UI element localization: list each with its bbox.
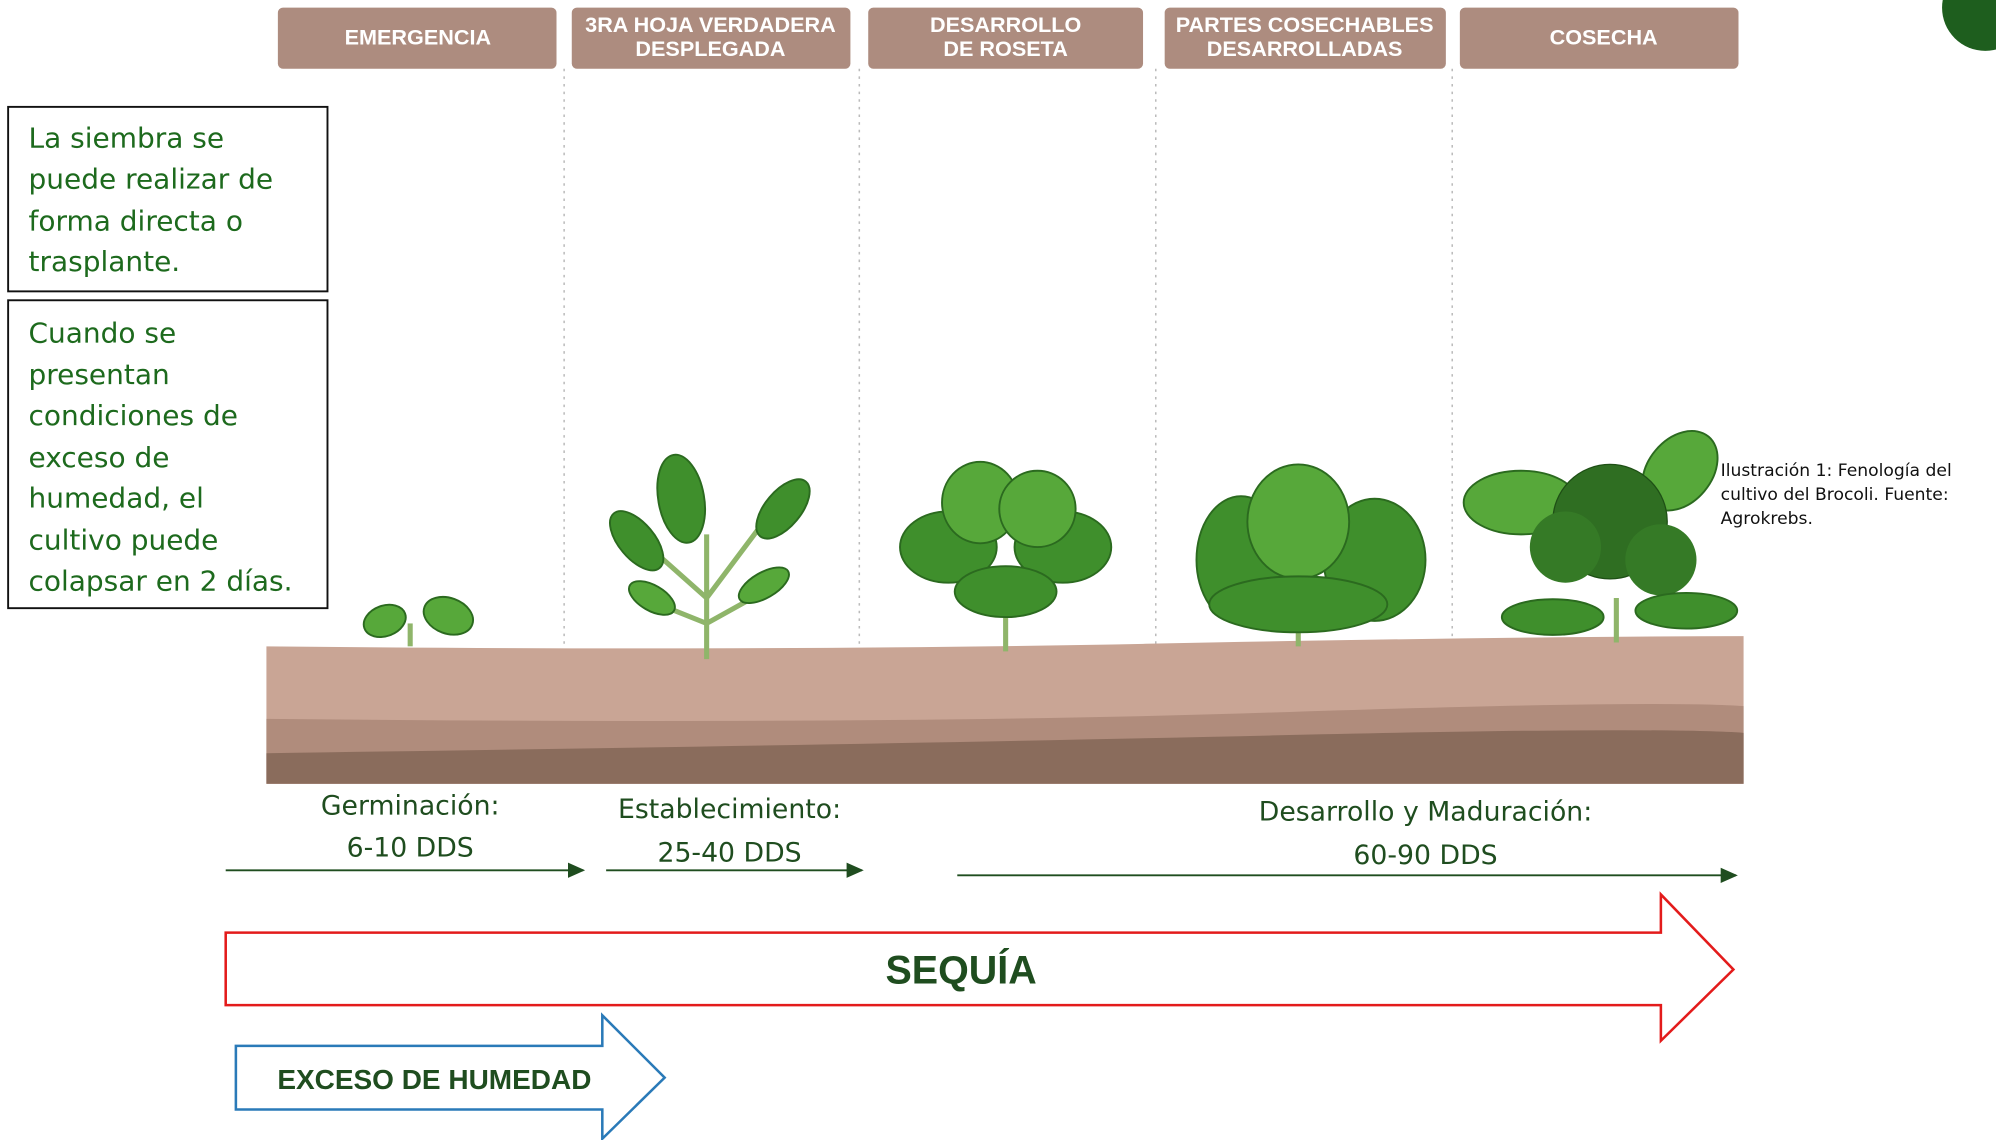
note-text: colapsar en 2 días. xyxy=(28,564,292,597)
phase-label: Establecimiento: xyxy=(618,794,841,825)
phase-duration: 60-90 DDS xyxy=(1353,840,1497,871)
diagram: EMERGENCIA 3RA HOJA VERDADERA DESPLEGADA… xyxy=(0,0,1996,1140)
stage-label: DESPLEGADA xyxy=(635,36,785,61)
stage-headers: EMERGENCIA 3RA HOJA VERDADERA DESPLEGADA… xyxy=(278,8,1739,69)
note-text: trasplante. xyxy=(28,245,180,278)
phase-duration: 25-40 DDS xyxy=(657,837,801,868)
page-badge xyxy=(1942,0,1996,51)
stage-label: EMERGENCIA xyxy=(345,25,492,50)
caption: Ilustración 1: Fenología del xyxy=(1721,461,1952,481)
drought-label: SEQUÍA xyxy=(886,949,1037,993)
phase-label: Germinación: xyxy=(321,790,500,821)
humidity-label: EXCESO DE HUMEDAD xyxy=(277,1064,591,1095)
note-text: puede realizar de xyxy=(28,162,273,195)
stage-label: PARTES COSECHABLES xyxy=(1176,12,1434,37)
caption: cultivo del Brocoli. Fuente: xyxy=(1721,485,1949,505)
soil xyxy=(266,636,1743,784)
page: EMERGENCIA 3RA HOJA VERDADERA DESPLEGADA… xyxy=(0,0,1996,1140)
stage-label: 3RA HOJA VERDADERA xyxy=(585,12,836,37)
stage-label: DE ROSETA xyxy=(943,36,1068,61)
phase-duration: 6-10 DDS xyxy=(347,832,474,863)
stage-label: DESARROLLADAS xyxy=(1207,36,1403,61)
stage-label: DESARROLLO xyxy=(930,12,1081,37)
stage-label: COSECHA xyxy=(1550,25,1658,50)
plants xyxy=(359,416,1737,659)
note-text: Cuando se xyxy=(28,316,176,349)
note-text: forma directa o xyxy=(28,204,242,237)
caption: Agrokrebs. xyxy=(1721,509,1813,529)
note-text: La siembra se xyxy=(28,122,224,155)
note-text: humedad, el xyxy=(28,482,203,515)
note-text: exceso de xyxy=(28,441,169,474)
note-text: cultivo puede xyxy=(28,524,218,557)
note-text: condiciones de xyxy=(28,399,237,432)
note-text: presentan xyxy=(28,358,169,391)
phase-label: Desarrollo y Maduración: xyxy=(1259,797,1592,828)
